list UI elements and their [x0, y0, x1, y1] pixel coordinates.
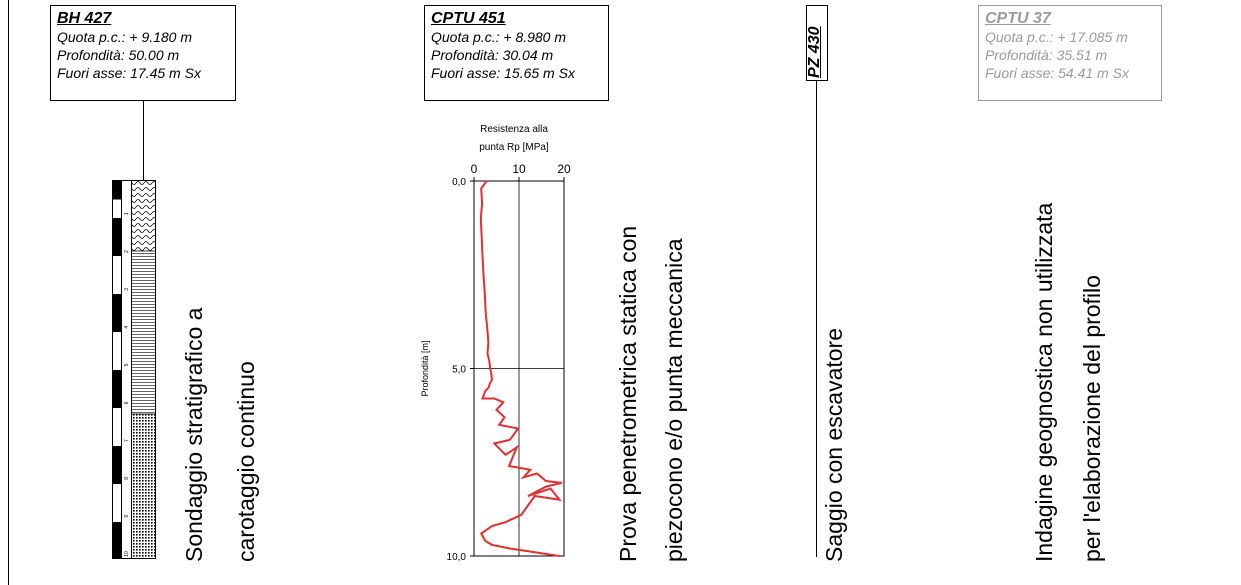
pz430-label-box: [806, 5, 828, 81]
cptu451-fuori-asse: Fuori asse: 15.65 m Sx: [431, 65, 575, 81]
chart-xlabel-line2: punta Rp [MPa]: [479, 142, 549, 153]
chart-y-tick-label: 0,0: [452, 177, 466, 188]
chart-y-tick-label: 10,0: [447, 552, 467, 563]
bh427-depth-scale: [112, 180, 122, 558]
bh427-depth-tick-label: 10: [124, 551, 130, 557]
cptu451-caption-line2: piezocono e/o punta meccanica: [661, 238, 687, 563]
cptu37-profondita: Profondità: 35.51 m: [985, 47, 1108, 63]
chart-x-tick-label: 20: [557, 162, 571, 176]
bh427-depth-tick-label: 4: [124, 326, 130, 329]
bh427-label-box: BH 427 Quota p.c.: + 9.180 m Profondità:…: [50, 5, 236, 101]
bh427-title: BH 427: [57, 10, 112, 27]
bh427-depth-tick-label: 1: [124, 212, 130, 215]
bh427-depth-tick-label: 6: [124, 401, 130, 404]
bh427-depth-tick-label: 5: [124, 363, 130, 366]
bh427-depth-tick-label: 3: [124, 288, 130, 291]
bh427-depth-tick-label: 9: [124, 515, 130, 518]
chart-ylabel: Profondità [m]: [420, 340, 430, 396]
bh427-caption-line2: carotaggio continuo: [233, 361, 259, 562]
bh427-fuori-asse: Fuori asse: 17.45 m Sx: [57, 65, 201, 81]
cptu451-resistance-curve: [479, 180, 563, 557]
bh427-depth-tick-label: 8: [124, 477, 130, 480]
chart-xlabel-line1: Resistenza alla: [480, 124, 548, 135]
bh427-depth-tick-label: 2: [124, 250, 130, 253]
cptu37-quota: Quota p.c.: + 17.085 m: [985, 29, 1128, 45]
cptu37-title: CPTU 37: [985, 10, 1051, 27]
bh427-caption-line1: Sondaggio stratigrafico a: [181, 307, 207, 562]
cptu451-chart: Resistenza alla punta Rp [MPa] 0 10 20 0,0 5…: [420, 124, 571, 563]
bh427-depth-tick-label: 7: [124, 439, 130, 442]
cptu451-label-box: CPTU 451 Quota p.c.: + 8.980 m Profondit…: [424, 5, 609, 101]
pz430-title: PZ 430: [806, 26, 823, 78]
bh427-layer-sand: [132, 414, 155, 558]
chart-x-tick-label: 0: [471, 162, 478, 176]
bh427-layer-clay: [132, 251, 155, 414]
cptu37-fuori-asse: Fuori asse: 54.41 m Sx: [985, 65, 1129, 81]
bh427-profondita: Profondità: 50.00 m: [57, 47, 180, 63]
cptu37-label-box: CPTU 37 Quota p.c.: + 17.085 m Profondit…: [978, 5, 1162, 101]
bh427-stem: [143, 101, 144, 181]
cptu37-caption-line2: per l'elaborazione del profilo: [1079, 275, 1105, 562]
cptu451-title: CPTU 451: [431, 10, 506, 27]
chart-y-tick-label: 5,0: [452, 365, 466, 376]
bh427-stratigraphic-column: 1 2 3 4 5 6 7 8 9 10: [112, 180, 156, 559]
left-frame-line: [8, 0, 9, 585]
cptu451-profondita: Profondità: 30.04 m: [431, 47, 554, 63]
chart-x-tick-label: 10: [512, 162, 526, 176]
pz430-caption: Saggio con escavatore: [821, 328, 847, 562]
cptu37-caption-line1: Indagine geognostica non utilizzata: [1031, 202, 1057, 562]
cptu451-caption-line1: Prova penetrometrica statica con: [615, 225, 641, 562]
pz430-stem: [816, 81, 817, 557]
cptu451-quota: Quota p.c.: + 8.980 m: [431, 29, 567, 45]
bh427-quota: Quota p.c.: + 9.180 m: [57, 29, 193, 45]
bh427-layer-silt: [132, 181, 155, 251]
